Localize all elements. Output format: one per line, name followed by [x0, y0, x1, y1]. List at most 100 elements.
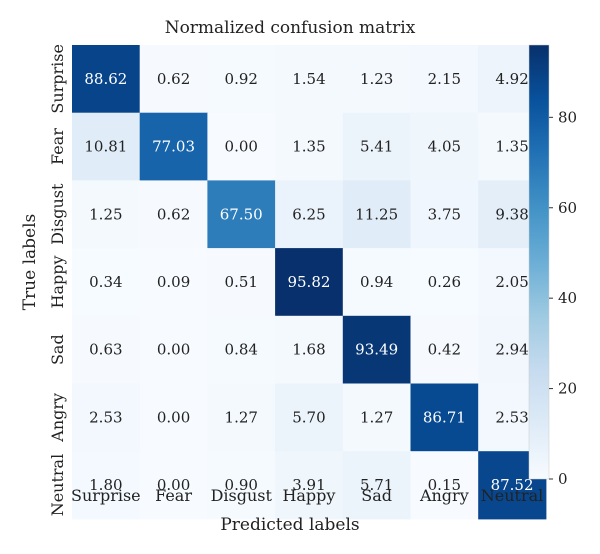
cell-value-label: 0.00: [157, 341, 190, 359]
heatmap-cell: [410, 383, 479, 452]
heatmap-cell: [139, 180, 208, 249]
cell-value-label: 0.92: [225, 70, 258, 88]
cell-value-label: 1.27: [225, 408, 258, 426]
colorbar-tick-label: 40: [558, 289, 577, 307]
heatmap-cell: [275, 180, 344, 249]
cell-value-label: 0.62: [157, 205, 190, 223]
heatmap-cell: [342, 451, 411, 520]
heatmap-cell: [207, 315, 276, 384]
heatmap-cells: 88.62 0.62 0.92 1.54 1.23 2.15 4.92 10.81 77.03 0…: [72, 45, 547, 520]
cell-value-label: 11.25: [355, 205, 398, 223]
cell-value-label: 0.62: [157, 70, 190, 88]
cell-value-label: 87.52: [491, 476, 534, 494]
colorbar-tick-label: 80: [558, 108, 577, 126]
cell-value-label: 0.94: [360, 273, 393, 291]
heatmap-cell: [410, 248, 479, 317]
cell-value-label: 2.94: [495, 341, 528, 359]
colorbar-gradient: [528, 44, 550, 480]
colorbar: 0 20 40 60 80: [528, 44, 577, 488]
cell-value-label: 0.00: [225, 138, 258, 156]
heatmap-cell: [207, 451, 276, 520]
heatmap-cell: [72, 315, 141, 384]
colorbar-tick-label: 60: [558, 199, 577, 217]
cell-value-label: 0.00: [157, 408, 190, 426]
y-tick-labels: Surprise Fear Disgust Happy Sad Angry Neutral: [48, 44, 67, 516]
cell-value-label: 0.84: [225, 341, 258, 359]
y-tick-label: Surprise: [48, 44, 67, 114]
y-tick-label: Disgust: [48, 183, 67, 245]
heatmap-cell: [207, 180, 276, 249]
cell-value-label: 0.51: [225, 273, 258, 291]
heatmap-cell: [410, 451, 479, 520]
heatmap-cell: [342, 383, 411, 452]
colorbar-tick-label: 0: [558, 470, 568, 488]
cell-value-label: 2.53: [89, 408, 122, 426]
heatmap-cell: [139, 45, 208, 114]
heatmap-cell: [275, 248, 344, 317]
cell-value-label: 0.34: [89, 273, 122, 291]
chart-title: Normalized confusion matrix: [165, 18, 416, 38]
cell-value-label: 3.75: [428, 205, 461, 223]
cell-value-label: 1.35: [292, 138, 325, 156]
x-tick-label: Neutral: [481, 486, 544, 505]
y-tick-label: Neutral: [48, 454, 67, 517]
y-tick-label: Sad: [48, 334, 67, 365]
heatmap-cell: [410, 45, 479, 114]
x-tick-label: Sad: [361, 486, 392, 505]
heatmap-cell: [139, 248, 208, 317]
cell-value-label: 93.49: [355, 341, 398, 359]
heatmap-cell: [207, 45, 276, 114]
x-tick-label: Angry: [419, 486, 469, 505]
heatmap-cell: [275, 383, 344, 452]
heatmap-cell: [72, 112, 141, 181]
cell-value-label: 3.91: [292, 476, 325, 494]
heatmap-cell: [139, 451, 208, 520]
heatmap-cell: [139, 112, 208, 181]
heatmap-cell: [139, 383, 208, 452]
y-tick-label: Fear: [48, 128, 67, 165]
colorbar-tick-label: 20: [558, 380, 577, 398]
cell-value-label: 0.09: [157, 273, 190, 291]
y-axis-label: True labels: [20, 214, 40, 311]
cell-value-label: 0.26: [428, 273, 461, 291]
heatmap-cell: [342, 248, 411, 317]
heatmap-cell: [275, 45, 344, 114]
cell-value-label: 0.90: [225, 476, 258, 494]
cell-value-label: 1.25: [89, 205, 122, 223]
heatmap-cell: [275, 112, 344, 181]
heatmap-cell: [410, 315, 479, 384]
heatmap-cell: [72, 248, 141, 317]
x-tick-label: Surprise: [71, 486, 141, 505]
heatmap-cell: [72, 451, 141, 520]
x-tick-label: Fear: [155, 486, 192, 505]
cell-value-label: 0.42: [428, 341, 461, 359]
heatmap-cell: [139, 315, 208, 384]
cell-value-label: 77.03: [152, 138, 195, 156]
cell-value-label: 86.71: [423, 408, 466, 426]
cell-value-label: 5.71: [360, 476, 393, 494]
heatmap-cell: [275, 451, 344, 520]
cell-value-label: 1.80: [89, 476, 122, 494]
heatmap-cell: [342, 180, 411, 249]
cell-value-label: 67.50: [220, 205, 263, 223]
cell-value-label: 5.70: [292, 408, 325, 426]
heatmap-cell: [207, 383, 276, 452]
heatmap-cell: [207, 248, 276, 317]
cell-value-label: 0.15: [428, 476, 461, 494]
heatmap-cell: [72, 180, 141, 249]
cell-value-label: 2.53: [495, 408, 528, 426]
heatmap-cell: [410, 112, 479, 181]
cell-value-label: 1.68: [292, 341, 325, 359]
x-tick-label: Disgust: [211, 486, 273, 505]
x-axis-label: Predicted labels: [220, 515, 359, 535]
heatmap-cell: [410, 180, 479, 249]
cell-value-label: 6.25: [292, 205, 325, 223]
heatmap-cell: [342, 315, 411, 384]
heatmap-cell: [72, 383, 141, 452]
y-tick-label: Happy: [48, 255, 67, 308]
cell-value-label: 0.63: [89, 341, 122, 359]
heatmap-cell: [342, 112, 411, 181]
cell-value-label: 9.38: [495, 205, 528, 223]
cell-value-label: 1.54: [292, 70, 325, 88]
cell-value-label: 4.05: [428, 138, 461, 156]
